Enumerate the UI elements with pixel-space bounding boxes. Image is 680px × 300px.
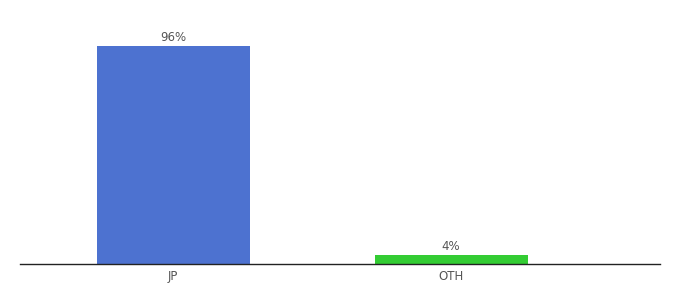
Text: 4%: 4% [442,240,460,253]
Bar [375,255,528,264]
Bar [97,46,250,264]
Text: 96%: 96% [160,31,186,44]
